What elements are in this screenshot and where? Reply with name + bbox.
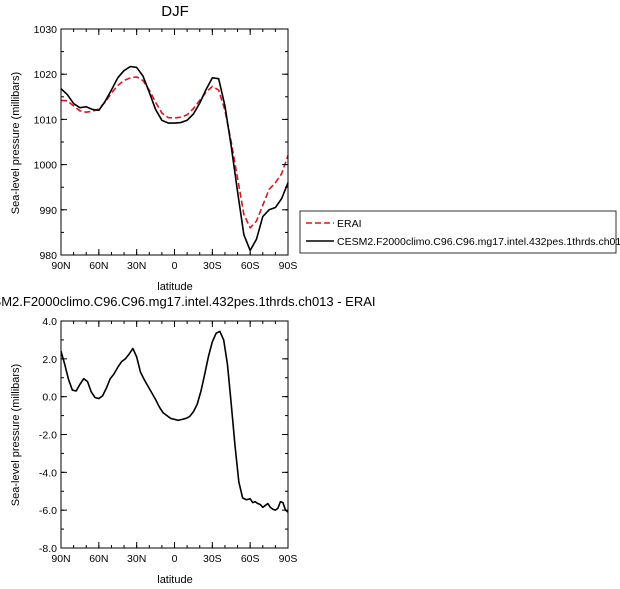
top-y-tick-label: 980 (39, 250, 57, 262)
top-plot-frame (60, 28, 289, 256)
bottom-y-tick-label: 0.0 (42, 392, 57, 404)
top-series-line-0 (60, 76, 289, 229)
bottom-x-tick-label: 60S (241, 553, 260, 565)
top-x-axis-label: latitude (157, 281, 192, 293)
bottom-y-tick-label: -2.0 (39, 430, 57, 442)
legend-box (299, 210, 617, 254)
bottom-chart: CESM2.F2000climo.C96.C96.mg17.intel.432p… (0, 294, 376, 586)
bottom-y-tick-label: -8.0 (39, 543, 57, 555)
top-x-tick-label: 60S (241, 260, 260, 272)
legend: ERAI CESM2.F2000climo.C96.C96.mg17.intel… (299, 210, 620, 254)
bottom-y-tick-label: -6.0 (39, 505, 57, 517)
legend-label-cesm2: CESM2.F2000climo.C96.C96.mg17.intel.432p… (337, 236, 620, 248)
top-plot-area: 90N 60N 30N 0 30S 60S 90S 980 990 1000 1010 1020 103… (34, 24, 298, 272)
bottom-y-tick-label: 4.0 (42, 316, 57, 328)
bottom-x-axis-label: latitude (157, 574, 192, 586)
top-y-tick-label: 1030 (34, 24, 58, 36)
top-x-tick-label: 60N (89, 260, 108, 272)
bottom-x-tick-label: 90S (279, 553, 298, 565)
top-chart-title: DJF (161, 3, 189, 20)
top-y-tick-label: 990 (39, 205, 57, 217)
bottom-x-tick-label: 90N (51, 553, 70, 565)
bottom-x-tick-label: 0 (172, 553, 178, 565)
top-series-line-1 (60, 65, 289, 252)
bottom-plot-frame (60, 320, 289, 549)
top-y-axis-label: Sea-level pressure (millibars) (10, 72, 22, 214)
bottom-x-tick-label: 60N (89, 553, 108, 565)
top-y-tick-label: 1010 (34, 114, 58, 126)
top-y-tick-label: 1000 (34, 160, 58, 172)
bottom-y-tick-label: -4.0 (39, 467, 57, 479)
bottom-plot-area: 90N 60N 30N 0 30S 60S 90S -8.0 -6.0 -4.0 -2.0 0.0 2.… (39, 316, 297, 565)
bottom-x-tick-label: 30S (203, 553, 222, 565)
legend-label-erai: ERAI (337, 218, 362, 230)
bottom-y-tick-label: 2.0 (42, 354, 57, 366)
bottom-chart-title: CESM2.F2000climo.C96.C96.mg17.intel.432p… (0, 294, 376, 309)
top-x-tick-label: 90N (51, 260, 70, 272)
bottom-series-line-0 (60, 330, 289, 513)
top-y-tick-label: 1020 (34, 69, 58, 81)
top-x-tick-label: 0 (172, 260, 178, 272)
top-chart: DJF 90N 60N 30N 0 30S 60S 90S 980 990 1000 1010 102… (10, 3, 620, 293)
bottom-x-tick-label: 30N (127, 553, 146, 565)
top-x-tick-label: 30N (127, 260, 146, 272)
bottom-y-axis-label: Sea-level pressure (millibars) (10, 364, 22, 506)
top-x-tick-label: 30S (203, 260, 222, 272)
top-x-tick-label: 90S (279, 260, 298, 272)
